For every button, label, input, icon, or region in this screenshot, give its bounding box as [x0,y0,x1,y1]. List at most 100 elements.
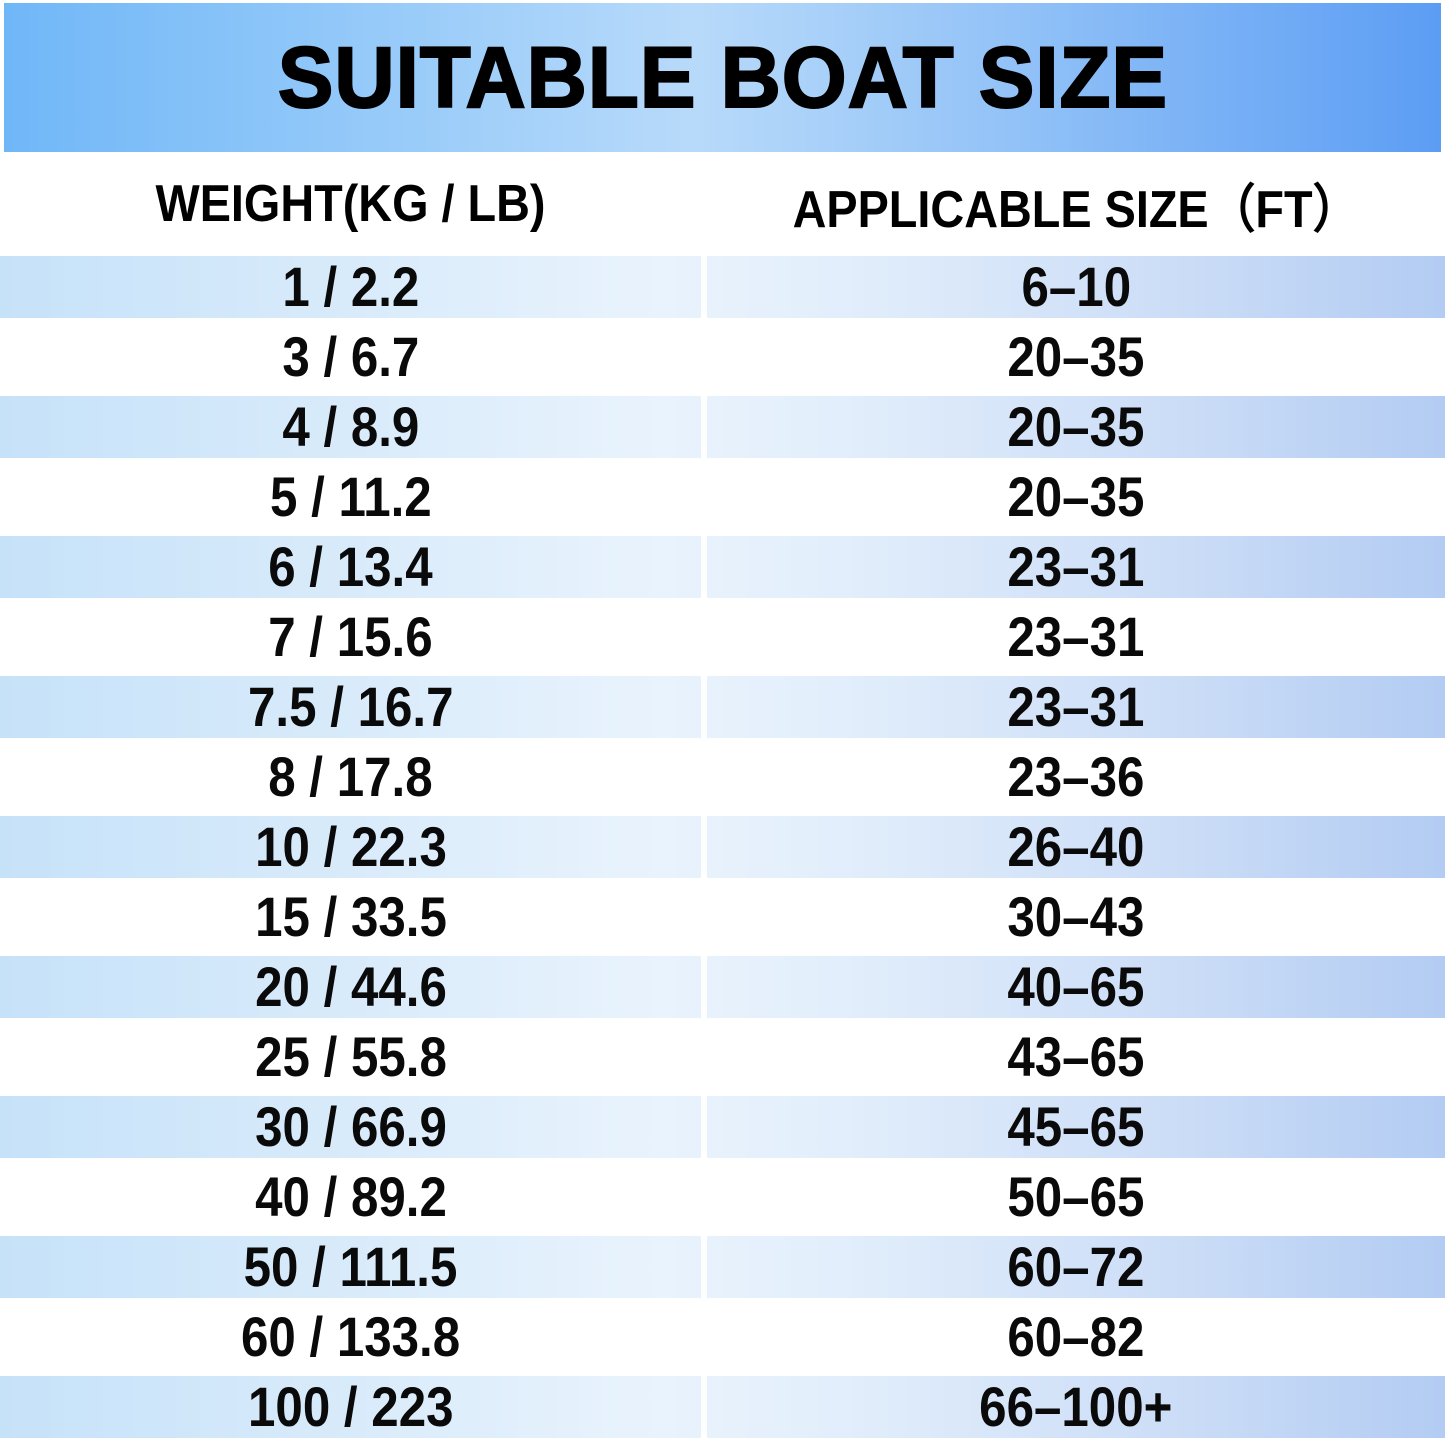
column-divider [701,602,707,672]
table-row: 8 / 17.8 23–36 [0,742,1445,812]
size-cell: 60–72 [707,1236,1445,1298]
table-row: 10 / 22.3 26–40 [0,812,1445,882]
size-cell: 20–35 [707,322,1445,392]
weight-cell: 25 / 55.8 [0,1022,701,1092]
size-cell: 43–65 [707,1022,1445,1092]
column-divider [701,462,707,532]
size-value: 60–72 [1007,1235,1145,1298]
table-row: 6 / 13.4 23–31 [0,532,1445,602]
size-value: 20–35 [1007,465,1145,528]
size-value: 26–40 [1007,815,1145,878]
size-value: 6–10 [1021,255,1131,318]
boat-size-infographic: SUITABLE BOAT SIZE WEIGHT(KG / LB) APPLI… [0,3,1445,1445]
size-cell: 45–65 [707,1096,1445,1158]
column-header-row: WEIGHT(KG / LB) APPLICABLE SIZE（FT） [0,152,1445,252]
weight-value: 60 / 133.8 [240,1305,461,1368]
size-cell: 60–82 [707,1302,1445,1372]
column-divider [701,1022,707,1092]
weight-cell: 7.5 / 16.7 [0,676,701,738]
column-divider [701,1096,707,1158]
weight-cell: 30 / 66.9 [0,1096,701,1158]
size-value: 23–31 [1007,535,1145,598]
column-divider [701,256,707,318]
table-row: 3 / 6.7 20–35 [0,322,1445,392]
title-banner: SUITABLE BOAT SIZE [4,3,1441,152]
size-cell: 40–65 [707,956,1445,1018]
size-value: 30–43 [1007,885,1145,948]
table-row: 60 / 133.8 60–82 [0,1302,1445,1372]
table-row: 1 / 2.2 6–10 [0,252,1445,322]
size-cell: 23–31 [707,602,1445,672]
column-divider [701,1162,707,1232]
column-header-weight: WEIGHT(KG / LB) [155,175,546,233]
weight-cell: 40 / 89.2 [0,1162,701,1232]
size-value: 23–31 [1007,675,1145,738]
size-value: 45–65 [1007,1095,1145,1158]
weight-value: 10 / 22.3 [254,815,447,878]
column-divider [701,396,707,458]
weight-value: 3 / 6.7 [281,325,419,388]
column-divider [701,536,707,598]
weight-cell: 4 / 8.9 [0,396,701,458]
weight-value: 7 / 15.6 [268,605,433,668]
weight-cell: 1 / 2.2 [0,256,701,318]
size-cell: 23–31 [707,676,1445,738]
size-value: 40–65 [1007,955,1145,1018]
size-cell: 50–65 [707,1162,1445,1232]
weight-cell: 100 / 223 [0,1376,701,1438]
table-row: 30 / 66.9 45–65 [0,1092,1445,1162]
column-header-size: APPLICABLE SIZE（FT） [792,180,1360,239]
weight-cell: 20 / 44.6 [0,956,701,1018]
column-divider [701,322,707,392]
size-value: 50–65 [1007,1165,1145,1228]
weight-cell: 60 / 133.8 [0,1302,701,1372]
table-row: 25 / 55.8 43–65 [0,1022,1445,1092]
weight-value: 8 / 17.8 [268,745,433,808]
weight-cell: 5 / 11.2 [0,462,701,532]
column-divider [701,1376,707,1438]
weight-cell: 15 / 33.5 [0,882,701,952]
weight-value: 30 / 66.9 [254,1095,447,1158]
size-value: 23–31 [1007,605,1145,668]
table-row: 5 / 11.2 20–35 [0,462,1445,532]
table-row: 100 / 223 66–100+ [0,1372,1445,1442]
size-cell: 23–36 [707,742,1445,812]
weight-value: 40 / 89.2 [254,1165,447,1228]
table-row: 7 / 15.6 23–31 [0,602,1445,672]
table-row: 7.5 / 16.7 23–31 [0,672,1445,742]
weight-cell: 3 / 6.7 [0,322,701,392]
table-row: 15 / 33.5 30–43 [0,882,1445,952]
column-divider [701,1302,707,1372]
weight-value: 100 / 223 [247,1375,454,1438]
size-cell: 6–10 [707,256,1445,318]
weight-value: 15 / 33.5 [254,885,447,948]
size-value: 23–36 [1007,745,1145,808]
column-divider [701,742,707,812]
size-cell: 20–35 [707,396,1445,458]
weight-value: 6 / 13.4 [268,535,433,598]
weight-value: 7.5 / 16.7 [247,675,454,738]
column-divider [701,1236,707,1298]
size-value: 66–100+ [979,1375,1173,1438]
size-value: 60–82 [1007,1305,1145,1368]
size-cell: 20–35 [707,462,1445,532]
page-title: SUITABLE BOAT SIZE [276,29,1168,126]
weight-cell: 50 / 111.5 [0,1236,701,1298]
column-divider [701,676,707,738]
weight-value: 50 / 111.5 [243,1235,458,1298]
weight-cell: 10 / 22.3 [0,816,701,878]
size-cell: 26–40 [707,816,1445,878]
column-divider [701,956,707,1018]
weight-value: 20 / 44.6 [254,955,447,1018]
table-row: 20 / 44.6 40–65 [0,952,1445,1022]
size-cell: 66–100+ [707,1376,1445,1438]
weight-value: 25 / 55.8 [254,1025,447,1088]
table-row: 50 / 111.5 60–72 [0,1232,1445,1302]
size-value: 20–35 [1007,325,1145,388]
weight-value: 4 / 8.9 [281,395,419,458]
column-divider [701,882,707,952]
size-cell: 23–31 [707,536,1445,598]
weight-cell: 8 / 17.8 [0,742,701,812]
table-row: 4 / 8.9 20–35 [0,392,1445,462]
table-row: 40 / 89.2 50–65 [0,1162,1445,1232]
